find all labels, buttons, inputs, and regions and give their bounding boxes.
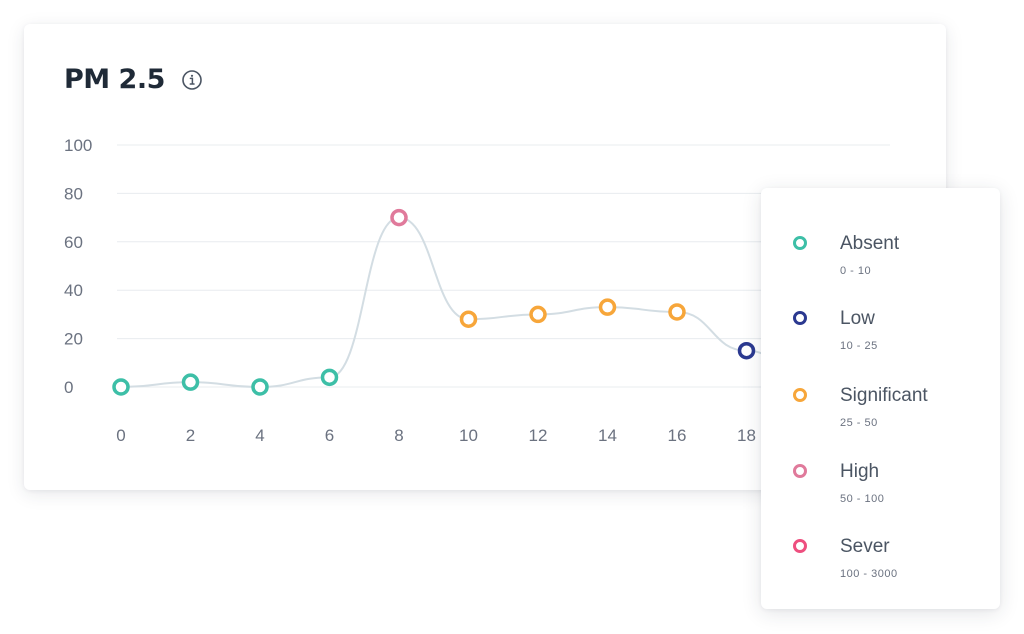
x-tick-label: 4 [255,426,264,445]
legend-range: 100 - 3000 [840,568,898,580]
legend-range: 25 - 50 [840,417,878,429]
legend-marker-icon [793,539,807,553]
x-tick-label: 6 [325,426,334,445]
legend-item: High 50 - 100 [761,461,1000,521]
legend-range: 50 - 100 [840,493,885,505]
legend-marker-icon [793,464,807,478]
y-tick-label: 100 [64,136,92,155]
series-line [120,216,782,389]
x-tick-label: 10 [459,426,478,445]
x-tick-label: 8 [394,426,403,445]
y-tick-label: 20 [64,330,83,349]
chart-title: PM 2.5 [64,64,165,95]
legend-marker-icon [793,388,807,402]
legend-label: Low [840,308,875,329]
x-tick-label: 0 [116,426,125,445]
x-tick-label: 14 [598,426,617,445]
data-point-significant [668,303,686,321]
x-tick-label: 2 [186,426,195,445]
data-point-low [737,341,756,360]
x-tick-label: 18 [737,426,756,445]
legend-label: Significant [840,385,928,406]
data-point-high [390,208,408,227]
y-tick-label: 80 [64,184,83,203]
legend-panel: Absent 0 - 10 Low 10 - 25 Significant 25 - 50… [761,188,1000,609]
legend-marker-icon [793,311,807,325]
data-point-absent [181,373,200,391]
x-tick-label: 12 [529,426,548,445]
legend-label: Absent [840,233,900,254]
legend-item: Sever 100 - 3000 [761,536,1000,596]
data-point-absent [251,378,269,396]
data-point-significant [529,305,547,324]
legend-item: Significant 25 - 50 [761,385,1000,445]
title-row: PM 2.5 [64,64,203,95]
legend-marker-icon [793,236,807,250]
data-point-absent [112,378,130,396]
legend-item: Low 10 - 25 [761,308,1000,368]
data-point-absent [320,368,339,387]
y-tick-label: 60 [64,233,83,252]
legend-label: Sever [840,536,890,557]
legend-item: Absent 0 - 10 [761,233,1000,293]
legend-label: High [840,461,880,482]
data-point-significant [459,310,478,328]
legend-range: 10 - 25 [840,340,878,352]
y-tick-label: 40 [64,281,83,300]
legend-range: 0 - 10 [840,265,872,277]
x-tick-label: 16 [668,426,687,445]
y-tick-label: 0 [64,378,73,397]
data-point-significant [598,298,617,316]
info-icon[interactable] [181,69,203,91]
